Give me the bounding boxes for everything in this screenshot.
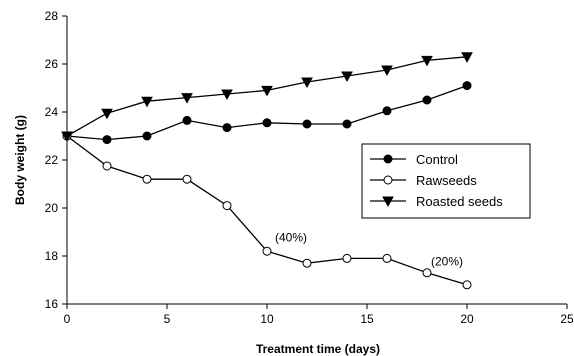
- y-axis-title: Body weight (g): [13, 115, 27, 205]
- data-point: [381, 65, 393, 77]
- data-point: [462, 81, 472, 91]
- data-point: [342, 119, 352, 129]
- annotations: (40%) (20%): [275, 231, 463, 269]
- data-point: [142, 174, 152, 184]
- data-point: [421, 55, 433, 67]
- legend: Control Rawseeds Roasted seeds: [361, 143, 531, 219]
- data-point: [261, 85, 273, 97]
- y-tick-label: 26: [45, 57, 59, 71]
- x-axis-title: Treatment time (days): [256, 342, 380, 356]
- data-point: [302, 258, 312, 268]
- annotation-label: (20%): [431, 255, 463, 269]
- legend-item: Rawseeds: [370, 173, 477, 188]
- data-point: [341, 71, 353, 83]
- data-point: [102, 161, 112, 171]
- x-tick-label: 20: [460, 312, 474, 326]
- data-point: [222, 201, 232, 211]
- data-point: [222, 123, 232, 133]
- data-point: [101, 108, 113, 120]
- data-point: [422, 95, 432, 105]
- legend-item: Control: [370, 152, 458, 167]
- data-point: [141, 96, 153, 108]
- y-tick-label: 18: [45, 249, 59, 263]
- annotation-label: (40%): [275, 231, 307, 245]
- series-layer: [61, 52, 473, 290]
- data-point: [181, 93, 193, 104]
- data-point: [382, 253, 392, 263]
- legend-marker: [382, 196, 394, 208]
- y-tick-label: 28: [45, 9, 59, 23]
- data-point: [302, 119, 312, 129]
- data-point: [262, 246, 272, 256]
- x-tick-label: 0: [64, 312, 71, 326]
- data-point: [182, 115, 192, 125]
- series-roasted-seeds: [61, 52, 473, 143]
- legend-marker: [383, 175, 393, 185]
- data-point: [262, 118, 272, 128]
- data-point: [182, 174, 192, 184]
- data-point: [221, 89, 233, 101]
- data-point: [382, 106, 392, 116]
- x-tick-label: 5: [164, 312, 171, 326]
- data-point: [462, 280, 472, 290]
- data-point: [342, 253, 352, 263]
- x-tick-label: 25: [560, 312, 574, 326]
- legend-label: Rawseeds: [416, 173, 477, 188]
- data-point: [422, 268, 432, 278]
- data-point: [61, 131, 73, 143]
- ticks: 0 5 10 15 20 25 16 18 20 22 24 26 28: [45, 9, 574, 326]
- legend-marker: [383, 154, 393, 164]
- legend-label: Control: [416, 152, 458, 167]
- data-point: [102, 135, 112, 145]
- y-tick-label: 20: [45, 201, 59, 215]
- y-tick-label: 16: [45, 297, 59, 311]
- data-point: [461, 52, 473, 63]
- legend-label: Roasted seeds: [416, 194, 503, 209]
- y-tick-label: 24: [45, 105, 59, 119]
- x-tick-label: 10: [260, 312, 274, 326]
- data-point: [301, 77, 313, 89]
- y-tick-label: 22: [45, 153, 59, 167]
- legend-item: Roasted seeds: [370, 194, 503, 209]
- x-tick-label: 15: [360, 312, 374, 326]
- data-point: [142, 131, 152, 141]
